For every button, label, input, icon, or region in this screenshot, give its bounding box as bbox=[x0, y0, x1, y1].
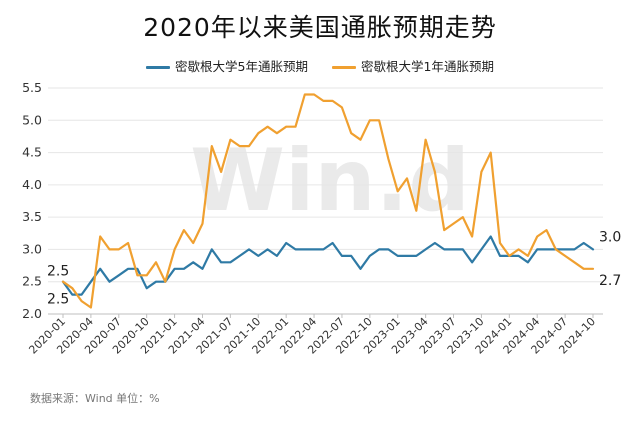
legend-label-5y: 密歇根大学5年通胀预期 bbox=[175, 59, 308, 74]
data-labels: 2.5 2.5 3.0 2.7 bbox=[47, 229, 621, 307]
legend-item-5y[interactable]: 密歇根大学5年通胀预期 bbox=[146, 56, 308, 75]
y-axis: 2.0 2.5 3.0 3.5 4.0 4.5 5.0 5.5 bbox=[22, 80, 42, 321]
data-label-1y-start: 2.5 bbox=[47, 292, 69, 308]
legend-label-1y: 密歇根大学1年通胀预期 bbox=[360, 59, 494, 74]
legend-item-1y[interactable]: 密歇根大学1年通胀预期 bbox=[331, 56, 494, 75]
y-tick-label: 2.5 bbox=[22, 274, 42, 289]
series-line-5y bbox=[61, 235, 595, 296]
source-note: 数据来源：Wind 单位：% bbox=[30, 392, 160, 405]
y-tick-label: 5.0 bbox=[22, 112, 42, 127]
y-tick-label: 4.5 bbox=[22, 145, 42, 160]
legend-swatch-1y bbox=[331, 66, 356, 69]
y-tick-label: 3.0 bbox=[22, 241, 42, 256]
x-axis: 2020-012020-042020-072020-102021-012021-… bbox=[26, 313, 603, 357]
chart-legend: 密歇根大学5年通胀预期 密歇根大学1年通胀预期 bbox=[0, 56, 640, 75]
chart-title: 2020年以来美国通胀预期走势 bbox=[143, 13, 497, 42]
y-tick-label: 3.5 bbox=[22, 209, 42, 224]
series-lines bbox=[61, 93, 595, 309]
y-tick-label: 2.0 bbox=[22, 306, 42, 321]
data-label-5y-start: 2.5 bbox=[47, 264, 69, 280]
data-label-5y-end: 3.0 bbox=[599, 229, 621, 245]
series-line-1y bbox=[61, 93, 595, 309]
data-label-1y-end: 2.7 bbox=[599, 273, 621, 289]
legend-swatch-5y bbox=[146, 66, 171, 69]
watermark: Win.d bbox=[190, 131, 470, 231]
y-tick-label: 4.0 bbox=[22, 177, 42, 192]
y-tick-label: 5.5 bbox=[22, 80, 42, 95]
